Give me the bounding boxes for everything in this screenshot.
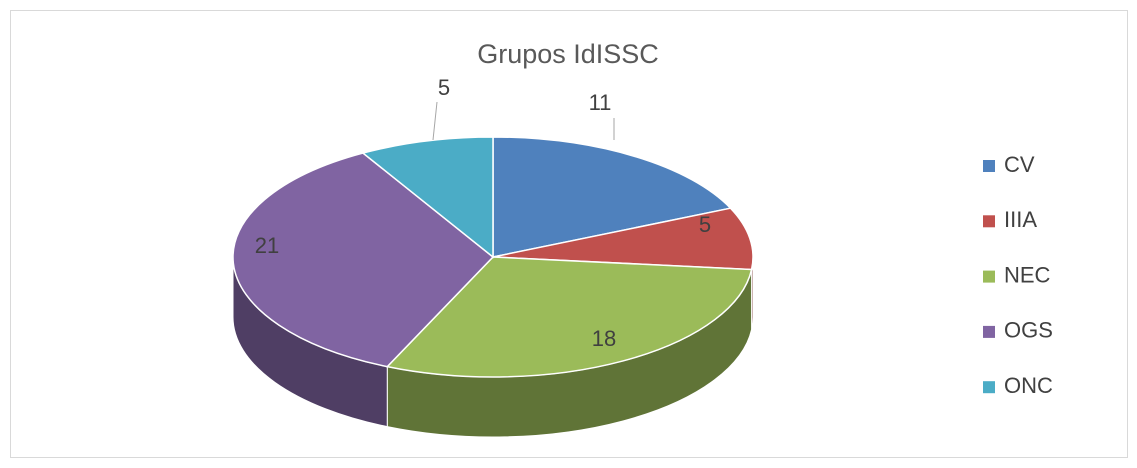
pie-slice (385, 256, 753, 378)
pie-slice (232, 152, 495, 368)
leader-line (432, 101, 438, 141)
chart-title: Grupos IdISSC (477, 39, 659, 69)
legend-swatch (983, 215, 995, 228)
data-label: 21 (255, 233, 279, 258)
data-label: 5 (699, 212, 711, 237)
legend-label: OGS (1004, 318, 1053, 343)
legend-swatch (983, 381, 995, 394)
pie-slice (361, 136, 494, 259)
data-label: 5 (438, 75, 450, 100)
legend-swatch (983, 325, 995, 338)
pie-slice (492, 207, 754, 271)
legend-label: IIIA (1004, 207, 1037, 232)
legend-label: CV (1004, 152, 1035, 177)
data-label: 11 (589, 90, 612, 115)
legend-label: NEC (1004, 262, 1051, 287)
legend-swatch (983, 160, 995, 172)
data-label: 18 (592, 326, 616, 351)
pie-slice (492, 136, 733, 258)
legend-label: ONC (1004, 373, 1053, 398)
legend-swatch (983, 270, 995, 283)
